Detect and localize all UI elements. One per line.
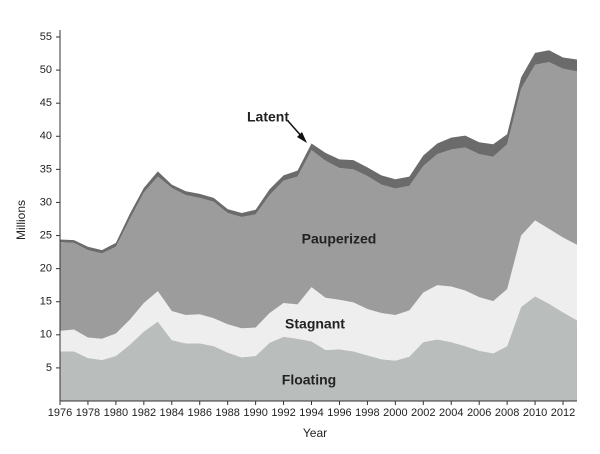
y-tick-label: 30 [40,196,52,208]
x-tick-label: 2000 [383,407,407,419]
y-tick-label: 45 [40,97,52,109]
area [60,62,577,339]
x-tick-label: 1998 [355,407,379,419]
y-tick-label: 50 [40,64,52,76]
annotation-arrowhead [297,132,307,143]
x-tick-label: 2006 [467,407,491,419]
x-axis-label: Year [303,426,327,440]
y-tick-label: 25 [40,229,52,241]
x-tick-label: 1990 [243,407,267,419]
area [60,50,577,254]
x-tick-label: 1982 [132,407,156,419]
x-tick-label: 1994 [299,407,323,419]
x-tick-label: 2010 [523,407,547,419]
x-tick-label: 1992 [271,407,295,419]
y-tick-label: 35 [40,163,52,175]
x-tick-label: 2004 [439,407,463,419]
y-tick-label: 55 [40,31,52,43]
y-tick-label: 40 [40,130,52,142]
x-tick-label: 2008 [495,407,519,419]
x-tick-label: 1996 [327,407,351,419]
series-label: Pauperized [302,231,377,247]
y-tick-label: 15 [40,296,52,308]
y-tick-label: 10 [40,329,52,341]
x-tick-label: 1988 [215,407,239,419]
x-tick-label: 2002 [411,407,435,419]
y-tick-label: 5 [46,362,52,374]
series-label: Latent [247,109,289,125]
x-tick-label: 1976 [48,407,72,419]
area [60,296,577,401]
x-tick-label: 1984 [160,407,184,419]
area [60,220,577,361]
x-tick-label: 1980 [104,407,128,419]
x-tick-label: 1978 [76,407,100,419]
x-tick-label: 2012 [551,407,575,419]
x-tick-label: 1986 [187,407,211,419]
series-label: Stagnant [285,316,345,332]
y-axis-label: Millions [14,200,28,240]
series-label: Floating [282,372,336,388]
y-tick-label: 20 [40,263,52,275]
